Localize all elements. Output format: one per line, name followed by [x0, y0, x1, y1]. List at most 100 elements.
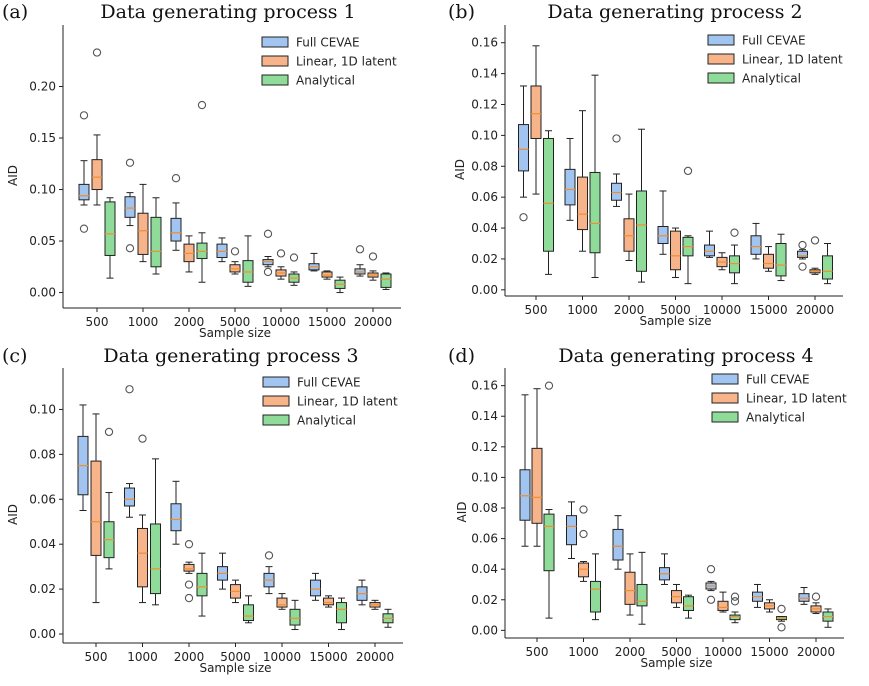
outlier-point	[579, 529, 588, 539]
x-axis-title: Sample size	[199, 326, 271, 340]
box	[530, 85, 542, 139]
outlier-point	[184, 593, 194, 603]
y-tick-label: 0.20	[29, 80, 56, 94]
box	[90, 460, 102, 556]
box	[104, 201, 116, 256]
x-tick-label: 1000	[127, 650, 158, 664]
y-tick-label: 0.04	[471, 221, 498, 235]
y-tick-label: 0.05	[29, 234, 56, 248]
x-tick-label: 10000	[703, 303, 741, 317]
panel-label: (c)	[2, 345, 27, 367]
y-tick-label: 0.06	[29, 492, 56, 506]
box	[124, 487, 135, 507]
x-tick-label: 500	[86, 315, 109, 329]
x-tick-label: 10000	[704, 645, 742, 659]
y-tick-label: 0.00	[29, 627, 56, 641]
box	[543, 137, 554, 252]
x-tick-label: 1000	[568, 645, 599, 659]
legend-label: Analytical	[742, 72, 801, 86]
box	[822, 255, 833, 280]
box	[170, 217, 182, 242]
legend-swatch	[707, 72, 735, 84]
y-tick-label: 0.10	[29, 183, 56, 197]
box	[729, 255, 740, 274]
x-tick-label: 5000	[220, 315, 251, 329]
outlier-point	[79, 111, 89, 120]
outlier-point	[777, 623, 786, 632]
legend-label: Linear, 1D latent	[742, 53, 843, 67]
x-tick-label: 2000	[174, 315, 205, 329]
outlier-point	[706, 565, 716, 574]
y-tick-label: 0.15	[29, 131, 56, 145]
panel-label: (d)	[448, 345, 475, 367]
box	[589, 171, 601, 254]
box	[91, 159, 103, 191]
box	[124, 196, 136, 218]
outlier-point	[184, 580, 194, 589]
legend-label: Linear, 1D latent	[297, 395, 398, 409]
box	[578, 562, 589, 578]
legend-label: Full CEVAE	[742, 34, 806, 48]
outlier-point	[355, 245, 365, 254]
panel-label: (b)	[448, 1, 475, 23]
box	[289, 608, 301, 626]
box	[704, 244, 715, 257]
x-axis-title: Sample size	[639, 314, 711, 328]
box	[763, 253, 774, 269]
outlier-point	[810, 236, 820, 245]
outlier-point	[92, 48, 102, 57]
x-tick-label: 500	[85, 650, 108, 664]
box	[750, 235, 762, 255]
y-tick-label: 0.00	[471, 623, 498, 637]
y-tick-label: 0.08	[471, 159, 498, 173]
outlier-point	[171, 174, 181, 183]
outlier-point	[125, 244, 135, 253]
outlier-point	[811, 592, 821, 601]
panel-b: (b) Data generating process 2 0.00 0.02 0.…	[448, 1, 843, 328]
y-tick-label: 0.08	[29, 447, 56, 461]
legend-label: Analytical	[296, 74, 355, 88]
outlier-point	[104, 427, 114, 437]
legend-swatch	[711, 411, 739, 423]
box	[670, 230, 681, 271]
x-tick-label: 15000	[309, 650, 347, 664]
legend-label: Full CEVAE	[746, 373, 810, 387]
outlier-point	[138, 434, 147, 443]
legend-label: Full CEVAE	[296, 36, 360, 50]
legend-swatch	[707, 53, 735, 65]
legend-swatch	[261, 55, 289, 67]
x-tick-label: 5000	[660, 303, 691, 317]
box	[137, 527, 148, 588]
box	[310, 579, 321, 597]
outlier-point	[579, 505, 588, 514]
outlier-point	[730, 597, 740, 606]
outlier-point	[79, 224, 89, 233]
outlier-point	[683, 166, 693, 176]
outlier-point	[519, 213, 528, 222]
y-tick-label: 0.06	[471, 190, 498, 204]
box	[380, 273, 392, 288]
box	[797, 250, 808, 258]
box	[150, 523, 161, 595]
outlier-point	[184, 540, 194, 549]
y-tick-label: 0.10	[29, 402, 56, 416]
outlier-point	[730, 228, 739, 237]
y-tick-label: 0.00	[471, 283, 498, 297]
outlier-point	[730, 592, 740, 601]
y-tick-label: 0.10	[471, 128, 498, 142]
box	[323, 597, 334, 606]
outlier-point	[125, 385, 134, 394]
y-tick-label: 0.16	[471, 36, 498, 50]
box	[564, 168, 576, 206]
y-tick-label: 0.02	[471, 593, 498, 607]
box	[170, 503, 182, 532]
box	[775, 242, 787, 277]
y-tick-label: 0.14	[471, 409, 498, 423]
box	[276, 597, 288, 608]
box	[150, 216, 162, 268]
outlier-point	[612, 134, 621, 143]
y-axis-title: AID	[6, 504, 20, 525]
box	[183, 563, 195, 572]
outlier-point	[125, 158, 135, 167]
legend-label: Analytical	[746, 411, 805, 425]
